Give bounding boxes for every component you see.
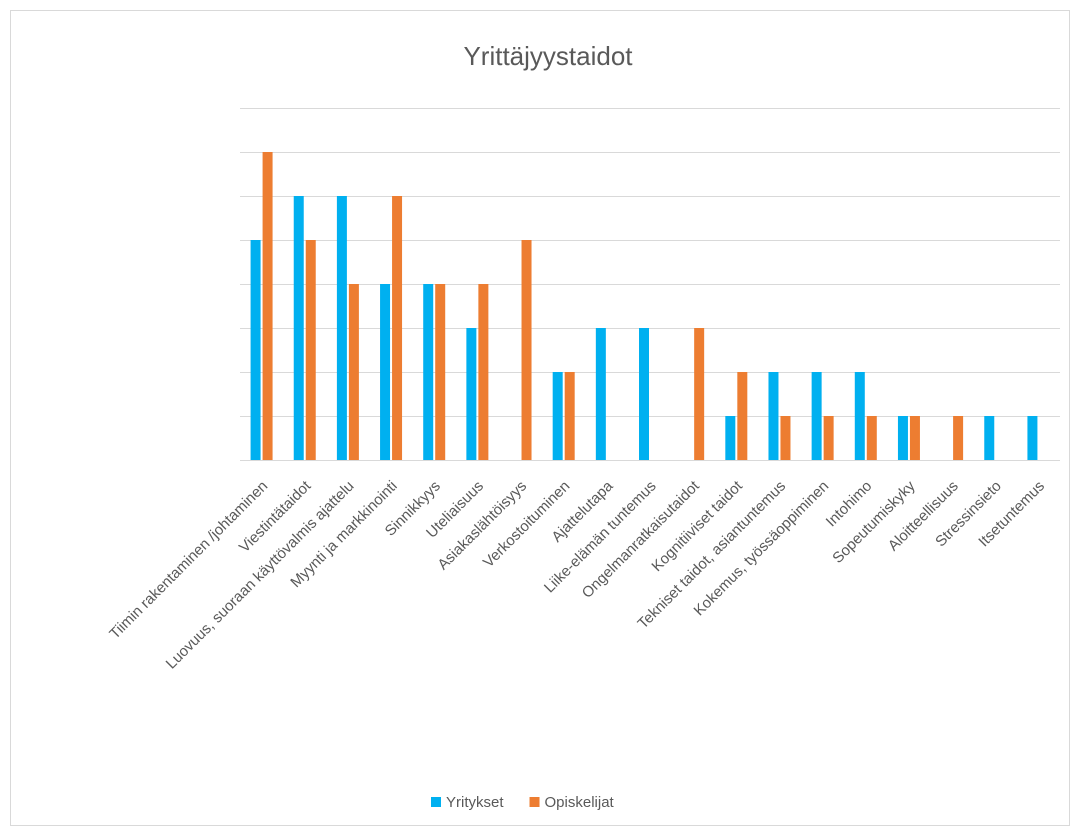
chart-title: Yrittäjyystaidot [463, 41, 633, 71]
bar [305, 240, 316, 460]
legend-swatch [529, 797, 540, 807]
bar [866, 416, 877, 460]
bar [595, 328, 606, 460]
bar [823, 416, 834, 460]
bar [1027, 416, 1038, 460]
bar [466, 328, 477, 460]
bar [521, 240, 532, 460]
bar [694, 328, 705, 460]
bar [564, 372, 575, 460]
bar [725, 416, 736, 460]
bar [262, 152, 273, 460]
bar [811, 372, 822, 460]
bar [780, 416, 791, 460]
bar [768, 372, 779, 460]
bar [552, 372, 563, 460]
bar [380, 284, 391, 460]
bar [737, 372, 748, 460]
chart-border [10, 10, 1070, 826]
bar [854, 372, 865, 460]
bar [639, 328, 649, 460]
legend-label: Yritykset [446, 794, 504, 811]
bar [293, 196, 304, 460]
legend-label: Opiskelijat [545, 794, 615, 811]
bar [435, 284, 446, 460]
bar [984, 416, 995, 460]
bar [953, 416, 964, 460]
bar [336, 196, 347, 460]
bar [348, 284, 359, 460]
bar [250, 240, 261, 460]
bar [478, 284, 489, 460]
bar [392, 196, 403, 460]
bar [897, 416, 908, 460]
legend-swatch [431, 797, 441, 807]
bar [423, 284, 434, 460]
bar [909, 416, 920, 460]
